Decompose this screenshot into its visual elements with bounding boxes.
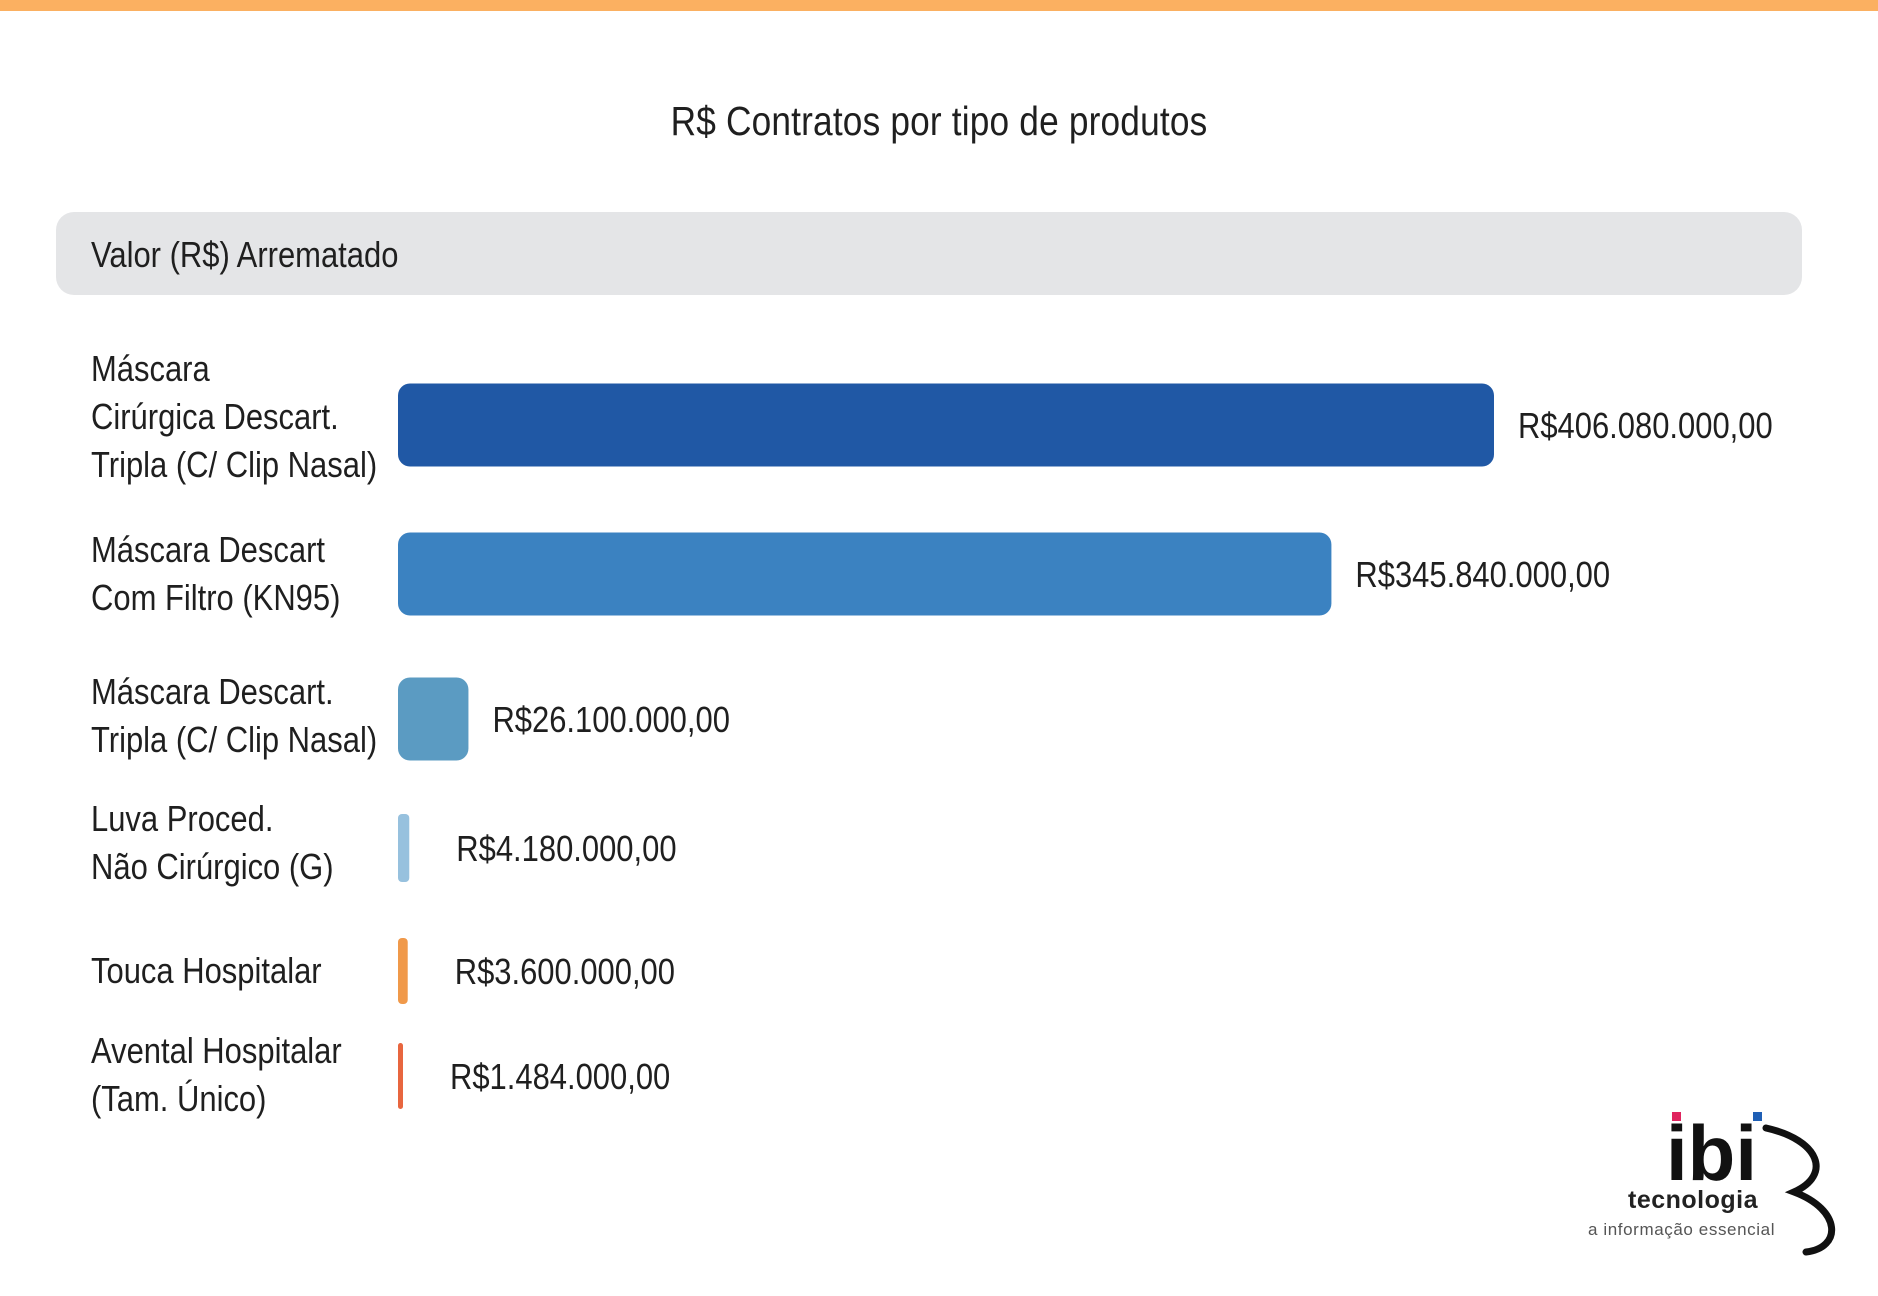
logo-tagline: a informação essencial <box>1588 1220 1776 1239</box>
chart-title: R$ Contratos por tipo de produtos <box>670 98 1208 144</box>
logo-dot-red <box>1672 1112 1681 1121</box>
category-label-4: Touca Hospitalar <box>91 947 375 995</box>
category-label-line: Tripla (C/ Clip Nasal) <box>91 719 378 760</box>
bar-value-label-0: R$406.080.000,00 <box>1518 407 1773 447</box>
series-header-label: Valor (R$) Arrematado <box>91 234 399 275</box>
bar-3 <box>398 814 410 882</box>
top-accent-bar <box>0 0 1878 11</box>
bar-4 <box>398 938 408 1004</box>
bar-value-label-3: R$4.180.000,00 <box>456 830 676 870</box>
ibi-logo: ibi tecnologia a informação essencial <box>1580 1100 1840 1260</box>
bar-value-label-4: R$3.600.000,00 <box>455 953 675 993</box>
category-label-5: Avental Hospitalar (Tam. Único) <box>91 1027 375 1123</box>
category-label-line: Tripla (C/ Clip Nasal) <box>91 444 378 485</box>
category-label-line: Avental Hospitalar <box>91 1030 342 1071</box>
category-label-2: Máscara Descart. Tripla (C/ Clip Nasal) <box>91 668 378 764</box>
category-label-1: Máscara Descart Com Filtro (KN95) <box>91 526 375 622</box>
category-label-line: Luva Proced. <box>91 798 274 839</box>
category-label-line: Touca Hospitalar <box>91 950 322 991</box>
logo-dot-blue <box>1753 1112 1762 1121</box>
category-label-line: Não Cirúrgico (G) <box>91 846 334 887</box>
ibi-logo-mark: ibi <box>1666 1109 1835 1256</box>
category-label-0: Máscara Cirúrgica Descart. Tripla (C/ Clip… <box>91 345 378 489</box>
bar-0 <box>398 383 1494 467</box>
category-label-3: Luva Proced. Não Cirúrgico (G) <box>91 795 375 891</box>
series-header-band: Valor (R$) Arrematado <box>56 212 1802 295</box>
bar-5 <box>398 1043 403 1109</box>
category-label-line: Cirúrgica Descart. <box>91 396 339 437</box>
category-label-line: Máscara Descart <box>91 529 325 570</box>
logo-swoosh <box>1762 1124 1835 1256</box>
category-label-line: Máscara <box>91 348 210 389</box>
logo-word: tecnologia <box>1628 1186 1759 1214</box>
category-label-line: Máscara Descart. <box>91 671 334 712</box>
logo-wordmark: ibi <box>1666 1109 1757 1197</box>
bar-value-label-5: R$1.484.000,00 <box>450 1058 670 1098</box>
bar-1 <box>398 532 1332 616</box>
bar-2 <box>398 677 469 761</box>
bar-value-label-2: R$26.100.000,00 <box>492 701 729 741</box>
category-label-line: (Tam. Único) <box>91 1078 267 1119</box>
bar-value-label-1: R$345.840.000,00 <box>1355 556 1610 596</box>
category-label-line: Com Filtro (KN95) <box>91 577 341 618</box>
